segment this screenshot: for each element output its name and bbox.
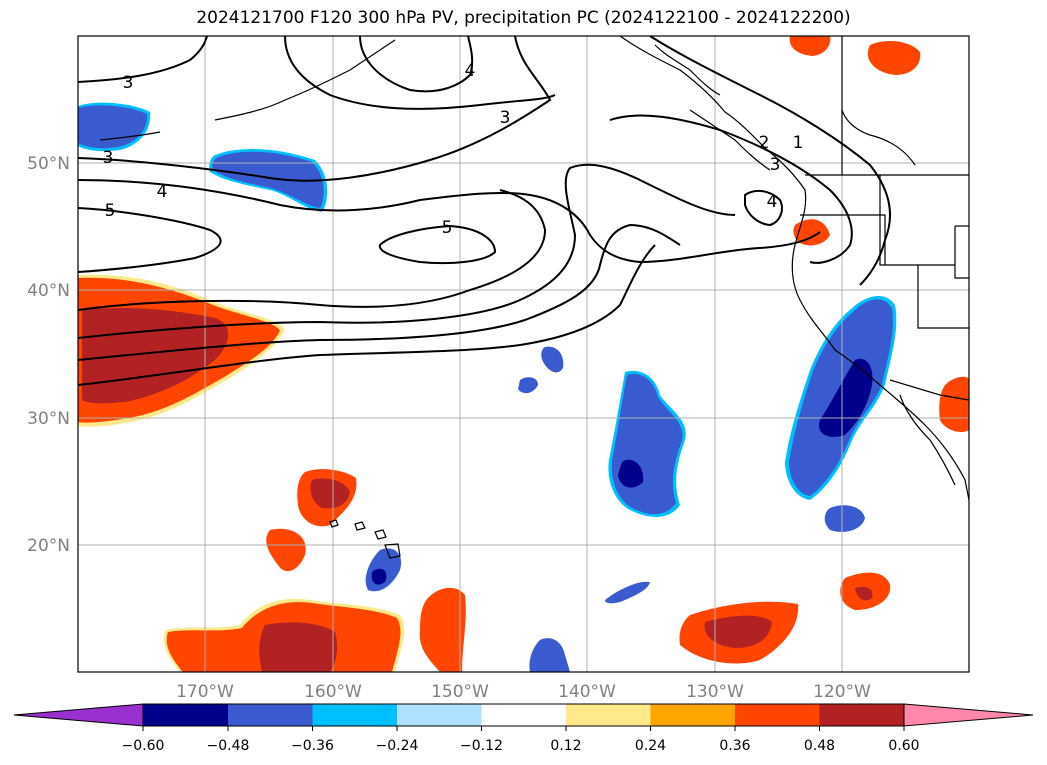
colorbar-tick-label: −0.48 — [207, 738, 250, 754]
contour-label: 4 — [767, 192, 778, 212]
colorbar-tick-label: 0.12 — [550, 738, 581, 754]
colorbar-extend-low — [13, 703, 144, 727]
contour-label: 5 — [442, 218, 453, 238]
colorbar-segment — [819, 704, 904, 726]
colorbar-segment — [143, 704, 228, 726]
longitude-labels: 170°W 160°W 150°W 140°W 130°W 120°W — [176, 682, 871, 702]
contour-label: 3 — [500, 108, 511, 128]
colorbar-frame — [142, 703, 905, 727]
colorbar-tick-label: 0.60 — [888, 738, 919, 754]
contour-label: 3 — [123, 73, 134, 93]
gridlines — [78, 36, 969, 672]
colorbar-segment — [735, 704, 820, 726]
colorbar-segment — [228, 704, 313, 726]
latitude-labels: 50°N 40°N 30°N 20°N — [27, 154, 70, 556]
colorbar-segment — [650, 704, 735, 726]
contour-label: 2 — [759, 133, 770, 153]
colorbar-tick-label: −0.36 — [291, 738, 334, 754]
lat-label: 30°N — [27, 409, 70, 429]
map-title: 2024121700 F120 300 hPa PV, precipitatio… — [196, 8, 851, 28]
lat-label: 20°N — [27, 536, 70, 556]
pv-contours — [78, 36, 891, 386]
contour-labels: 3 3 4 3 5 4 5 3 1 2 4 — [103, 61, 804, 238]
colorbar-segment — [397, 704, 482, 726]
colorbar-segment — [566, 704, 651, 726]
colorbar-segment — [312, 704, 397, 726]
lon-label: 130°W — [686, 682, 744, 702]
lat-label: 50°N — [27, 154, 70, 174]
lon-label: 140°W — [558, 682, 616, 702]
contour-label: 4 — [465, 61, 476, 81]
lon-label: 160°W — [304, 682, 362, 702]
lat-label: 40°N — [27, 281, 70, 301]
colorbar-segment — [481, 704, 566, 726]
colorbar-tick-label: −0.12 — [460, 738, 503, 754]
colorbar-tick-label: −0.60 — [122, 738, 165, 754]
lon-label: 170°W — [176, 682, 234, 702]
contour-label: 3 — [770, 155, 781, 175]
colorbar-tick-label: 0.48 — [804, 738, 835, 754]
colorbar-tick-label: 0.24 — [635, 738, 666, 754]
map-frame — [77, 35, 970, 673]
colorbar-tick-label: −0.24 — [376, 738, 419, 754]
colorbar-tick-label: 0.36 — [719, 738, 750, 754]
contour-label: 3 — [103, 148, 114, 168]
lon-label: 150°W — [431, 682, 489, 702]
contour-label: 5 — [105, 201, 116, 221]
precip-anomaly-negative — [78, 102, 897, 672]
lon-label: 120°W — [813, 682, 871, 702]
colorbar: −0.60 −0.48 −0.36 −0.24 −0.12 0.12 0.24 … — [13, 703, 1034, 754]
contour-label: 1 — [793, 133, 804, 153]
coastlines — [99, 36, 969, 559]
contour-label: 4 — [157, 182, 168, 202]
colorbar-extend-high — [903, 703, 1034, 727]
